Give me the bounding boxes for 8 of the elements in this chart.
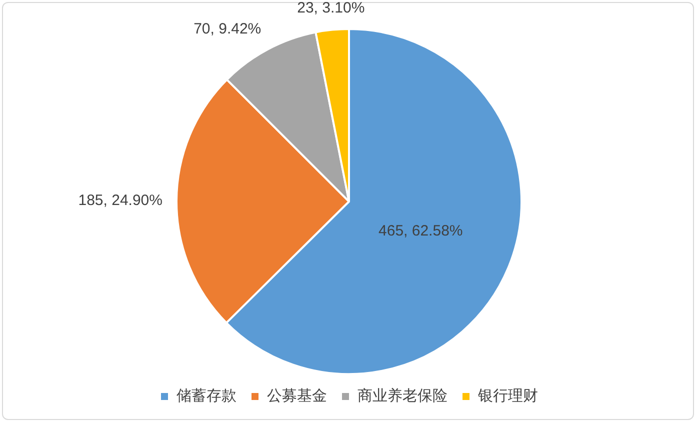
data-label: 70, 9.42% — [194, 20, 262, 38]
legend-label: 公募基金 — [267, 386, 327, 404]
legend-label: 商业养老保险 — [358, 386, 448, 404]
data-label: 23, 3.10% — [297, 0, 365, 17]
data-label: 465, 62.58% — [378, 222, 463, 240]
data-label: 185, 24.90% — [78, 192, 162, 210]
legend-label: 银行理财 — [477, 386, 538, 404]
legend-label: 储蓄存款 — [176, 386, 236, 404]
